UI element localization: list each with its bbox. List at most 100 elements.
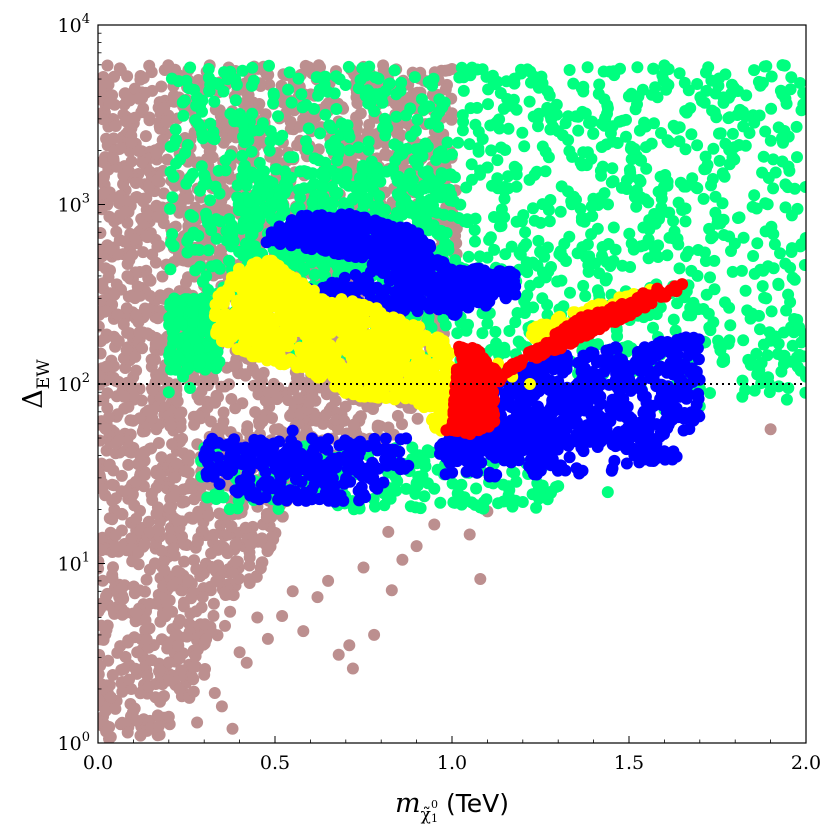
data-point: [200, 633, 213, 646]
data-point: [655, 127, 667, 139]
data-point: [329, 134, 342, 147]
data-point: [132, 316, 145, 329]
data-point: [383, 78, 395, 91]
data-point: [229, 538, 242, 551]
data-point: [152, 720, 165, 733]
data-point: [164, 263, 177, 276]
data-point: [215, 380, 228, 393]
data-point: [167, 490, 180, 503]
data-point: [409, 487, 422, 500]
data-point: [785, 71, 798, 84]
data-point: [143, 59, 156, 72]
data-point: [728, 141, 741, 154]
data-point: [191, 536, 204, 548]
data-point: [340, 169, 353, 182]
data-point: [98, 227, 107, 239]
data-point: [238, 206, 251, 219]
data-point: [165, 72, 178, 85]
data-point: [148, 557, 161, 570]
data-point: [132, 458, 144, 471]
data-point: [498, 211, 511, 224]
data-point: [469, 235, 481, 248]
data-point: [338, 414, 351, 427]
data-point: [270, 163, 283, 176]
data-point: [732, 212, 744, 224]
data-point: [132, 144, 145, 157]
data-point: [129, 292, 141, 305]
data-point: [550, 108, 563, 121]
data-point: [188, 554, 201, 567]
data-point: [150, 147, 163, 160]
data-point: [765, 70, 778, 83]
data-point: [133, 449, 146, 462]
data-point: [484, 119, 497, 132]
data-point: [654, 170, 667, 183]
data-point: [414, 502, 427, 515]
data-point: [388, 484, 401, 497]
data-point: [418, 490, 431, 503]
data-point: [736, 390, 749, 403]
data-point: [356, 162, 369, 175]
data-point: [768, 238, 781, 251]
data-point: [144, 274, 157, 287]
data-point: [133, 412, 146, 425]
data-point: [204, 78, 217, 91]
data-point: [524, 279, 537, 292]
data-point: [420, 168, 432, 181]
data-point: [101, 387, 114, 400]
data-point: [785, 209, 798, 222]
data-point: [182, 574, 195, 586]
data-point: [647, 62, 660, 75]
data-point: [541, 309, 554, 321]
data-point: [793, 321, 806, 334]
data-point: [343, 639, 356, 652]
data-point: [747, 250, 760, 262]
data-point: [506, 465, 519, 478]
data-point: [756, 166, 769, 179]
data-point: [130, 512, 143, 525]
data-point: [172, 294, 185, 307]
data-point: [595, 141, 608, 153]
data-point: [145, 353, 158, 366]
data-point: [114, 64, 127, 77]
data-point: [240, 179, 253, 192]
data-point: [378, 499, 391, 512]
data-point: [474, 573, 487, 585]
data-point: [243, 573, 256, 586]
data-point: [186, 306, 199, 319]
data-point: [405, 202, 418, 215]
data-point: [236, 149, 249, 162]
data-point: [498, 192, 511, 205]
data-point: [330, 103, 343, 115]
data-point: [219, 619, 231, 632]
data-point: [659, 62, 672, 75]
data-point: [400, 482, 413, 495]
data-point: [306, 196, 319, 209]
data-point: [554, 205, 567, 218]
data-point: [276, 610, 289, 622]
data-point: [210, 259, 223, 272]
data-point: [591, 284, 604, 297]
data-point: [183, 231, 196, 244]
data-point: [391, 188, 404, 201]
data-point: [209, 180, 222, 193]
data-point: [137, 102, 150, 115]
data-point: [510, 103, 523, 116]
data-point: [737, 231, 750, 244]
data-point: [585, 200, 598, 213]
data-point: [511, 307, 524, 319]
data-point: [751, 237, 764, 250]
data-point: [711, 217, 724, 230]
data-point: [661, 249, 674, 262]
data-point: [765, 102, 778, 115]
data-point: [682, 245, 695, 258]
data-point: [123, 94, 136, 107]
data-point: [606, 120, 619, 133]
data-point: [202, 244, 215, 257]
data-point: [411, 412, 424, 425]
data-point: [753, 364, 766, 377]
data-point: [308, 177, 321, 190]
data-point: [750, 347, 763, 360]
data-point: [739, 284, 752, 297]
data-point: [173, 652, 186, 665]
